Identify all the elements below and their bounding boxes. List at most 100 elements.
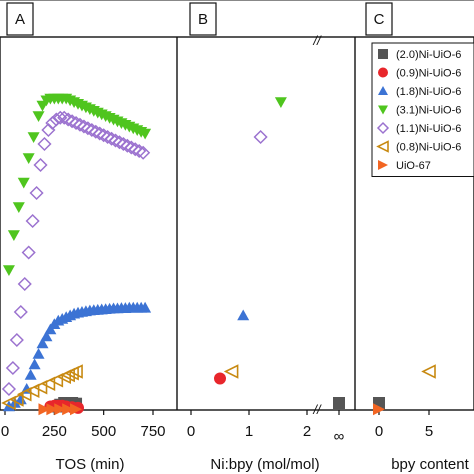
panel-letter-a: A — [15, 11, 25, 28]
legend-marker-5 — [376, 140, 389, 153]
point-a-uio-67-4 — [70, 403, 83, 416]
legend-label-4: (1.1)Ni-UiO-6 — [396, 123, 461, 135]
point-a-1-1-ni-uio-6-12 — [49, 112, 64, 127]
point-a-3-1-ni-uio-6-3 — [17, 177, 30, 189]
point-a-0-8-ni-uio-6-6 — [48, 372, 64, 388]
point-a-1-1-ni-uio-6-30 — [120, 138, 135, 153]
legend-marker-3 — [378, 105, 388, 115]
legend-label-3: (3.1)Ni-UiO-6 — [396, 105, 461, 117]
tick-label-a-1: 250 — [42, 423, 67, 440]
point-a-uio-67-2 — [54, 403, 67, 416]
point-a-0-8-ni-uio-6-4 — [32, 379, 48, 395]
point-a-1-1-ni-uio-6-5 — [21, 245, 36, 260]
point-a-1-1-ni-uio-6-33 — [132, 143, 147, 159]
point-a-3-1-ni-uio-6-33 — [139, 128, 152, 140]
point-a-1-1-ni-uio-6-4 — [17, 276, 32, 292]
point-a-1-1-ni-uio-6-0 — [1, 381, 17, 397]
point-a-1-1-ni-uio-6-11 — [45, 115, 60, 131]
point-a-0-8-ni-uio-6-5 — [40, 376, 56, 392]
point-a-1-1-ni-uio-6-7 — [29, 185, 44, 201]
legend-label-0: (2.0)Ni-UiO-6 — [396, 49, 461, 61]
point-a-1-8-ni-uio-6-4 — [24, 369, 37, 380]
point-a-1-1-ni-uio-6-21 — [84, 122, 99, 138]
point-a-1-1-ni-uio-6-17 — [68, 115, 84, 131]
point-a-3-1-ni-uio-6-2 — [12, 202, 25, 213]
point-a-1-1-ni-uio-6-24 — [96, 128, 111, 143]
point-a-1-1-ni-uio-6-14 — [57, 110, 72, 125]
point-a-1-8-ni-uio-6-5 — [28, 358, 41, 370]
panel-letter-c: C — [374, 11, 385, 28]
point-a-1-1-ni-uio-6-8 — [33, 157, 48, 173]
point-a-1-1-ni-uio-6-1 — [5, 360, 20, 376]
point-a-uio-67-0 — [38, 403, 51, 416]
point-a-0-8-ni-uio-6-0 — [1, 395, 16, 411]
tick-label-b-0: 0 — [187, 423, 195, 440]
axis-title-a: TOS (min) — [56, 456, 125, 473]
point-a-1-1-ni-uio-6-26 — [104, 131, 119, 146]
point-a-1-1-ni-uio-6-34 — [136, 145, 151, 160]
point-b-3-1-ni-uio-6-0 — [274, 97, 287, 108]
point-a-1-1-ni-uio-6-15 — [61, 112, 76, 127]
point-a-3-1-ni-uio-6-0 — [2, 265, 15, 276]
legend-box — [371, 42, 474, 177]
point-a-3-1-ni-uio-6-5 — [27, 132, 40, 143]
point-a-3-1-ni-uio-6-1 — [7, 230, 20, 241]
tick-label-c-1: 5 — [425, 423, 433, 440]
panel-letter-box-a — [6, 2, 34, 36]
point-a-3-1-ni-uio-6-6 — [32, 111, 45, 122]
point-a-1-1-ni-uio-6-23 — [92, 126, 107, 141]
point-a-1-1-ni-uio-6-28 — [112, 135, 127, 150]
legend-label-5: (0.8)Ni-UiO-6 — [396, 142, 461, 154]
axis-title-c: bpy content — [391, 456, 469, 473]
legend-label-1: (0.9)Ni-UiO-6 — [396, 68, 461, 80]
legend: (2.0)Ni-UiO-6 (0.9)Ni-UiO-6 (1.8)Ni-UiO-6 (… — [371, 42, 474, 177]
point-b-0-9-ni-uio-6-0 — [214, 372, 226, 385]
point-a-1-8-ni-uio-6-2 — [14, 393, 27, 405]
panel-letter-box-b — [189, 2, 217, 36]
point-a-1-8-ni-uio-6-6 — [32, 348, 45, 359]
point-b-1-1-ni-uio-6-0 — [253, 129, 268, 145]
point-a-1-1-ni-uio-6-6 — [25, 213, 40, 229]
point-a-0-8-ni-uio-6-2 — [16, 386, 32, 402]
panel-letter-b: B — [198, 11, 208, 28]
axis-break-2: // — [312, 402, 322, 417]
point-a-0-8-ni-uio-6-1 — [9, 392, 24, 407]
legend-marker-0 — [378, 49, 388, 59]
legend-label-2: (1.8)Ni-UiO-6 — [396, 86, 461, 98]
plot-frame: A B C // // — [0, 0, 474, 417]
tick-label-a-2: 500 — [91, 423, 116, 440]
point-a-1-1-ni-uio-6-13 — [53, 110, 68, 125]
legend-marker-1 — [378, 67, 388, 78]
legend-marker-2 — [378, 86, 388, 95]
axis-break-1: // — [312, 33, 322, 48]
point-a-uio-67-1 — [46, 403, 59, 416]
axis-labels: 0 250 500 750 TOS (min) 0 1 2 ∞ Ni:bpy (mol/mol) 0… — [1, 423, 470, 473]
point-a-1-8-ni-uio-6-7 — [36, 337, 49, 349]
tick-label-b-1: 1 — [245, 423, 253, 440]
point-a-1-1-ni-uio-6-29 — [116, 136, 131, 152]
point-a-1-1-ni-uio-6-18 — [72, 117, 88, 132]
point-a-1-1-ni-uio-6-25 — [100, 129, 115, 145]
data-marks — [1, 93, 437, 416]
point-b-1-8-ni-uio-6-0 — [237, 309, 250, 321]
legend-marker-6 — [378, 160, 388, 170]
panel-letter-box-c — [365, 2, 393, 36]
point-c-uio-67-0 — [373, 403, 385, 416]
tick-label-c-0: 0 — [375, 423, 383, 440]
point-b-2-0-ni-uio-6-0 — [333, 397, 345, 409]
point-a-1-1-ni-uio-6-22 — [88, 124, 103, 139]
point-a-1-1-ni-uio-6-3 — [13, 304, 28, 320]
point-a-1-1-ni-uio-6-2 — [9, 332, 24, 348]
point-a-1-1-ni-uio-6-27 — [108, 133, 123, 148]
point-a-1-1-ni-uio-6-9 — [37, 136, 52, 152]
tick-label-b-3: ∞ — [334, 428, 345, 445]
point-a-1-1-ni-uio-6-16 — [65, 114, 80, 129]
tick-label-a-3: 750 — [140, 423, 165, 440]
point-a-1-1-ni-uio-6-31 — [124, 140, 139, 155]
legend-marker-4 — [376, 121, 390, 135]
point-a-3-1-ni-uio-6-4 — [22, 153, 35, 164]
point-a-0-8-ni-uio-6-10 — [68, 364, 83, 379]
plot-border — [0, 36, 474, 411]
point-a-1-8-ni-uio-6-8 — [40, 330, 53, 342]
